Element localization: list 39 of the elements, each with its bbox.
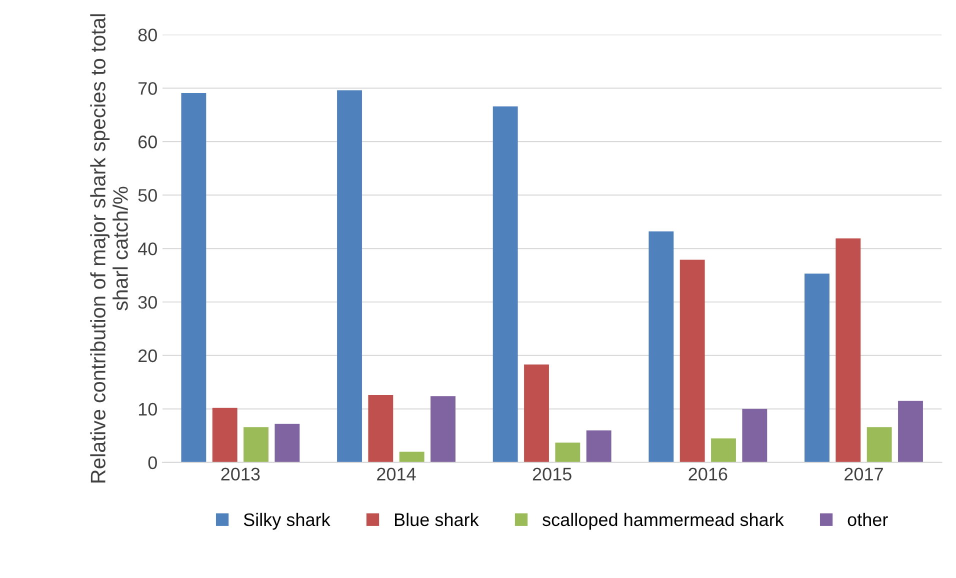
y-tick-label: 80 [138,28,157,42]
bar [804,274,830,462]
bar [711,438,736,462]
bar [492,106,518,462]
legend-label: scalloped hammermead shark [542,512,784,530]
legend-label: Silky shark [244,512,330,530]
bar [337,90,362,462]
y-tick-label: 60 [138,136,157,148]
y-tick-label: 70 [138,82,157,95]
y-tick-label: 50 [138,189,157,202]
x-tick-label: 2017 [844,468,883,481]
bar [555,442,580,462]
bar [680,260,705,462]
bar [836,238,861,462]
x-tick-label: 2016 [688,468,728,481]
x-tick-label: 2014 [377,468,416,481]
y-tick-label: 30 [138,296,157,309]
y-axis-title: Relative contribution of major shark species to total sharl catch/% [90,14,128,482]
bar [181,92,206,462]
bar [524,364,549,462]
y-tick-label: 10 [138,402,157,416]
bar [430,396,456,462]
bar [648,231,674,462]
bar [212,408,238,462]
bar [742,408,768,462]
legend-label: other [848,512,888,526]
bar [399,452,424,462]
bar [586,430,612,462]
bar [274,424,300,462]
bar [866,427,892,462]
y-tick-label: 0 [148,456,157,470]
bar [898,400,923,462]
y-tick-label: 20 [138,349,157,362]
y-tick-label: 40 [138,242,157,256]
x-tick-label: 2013 [221,468,260,481]
x-tick-label: 2015 [532,468,572,481]
bar [244,427,268,462]
legend-label: Blue shark [395,512,479,526]
bar [368,395,394,462]
